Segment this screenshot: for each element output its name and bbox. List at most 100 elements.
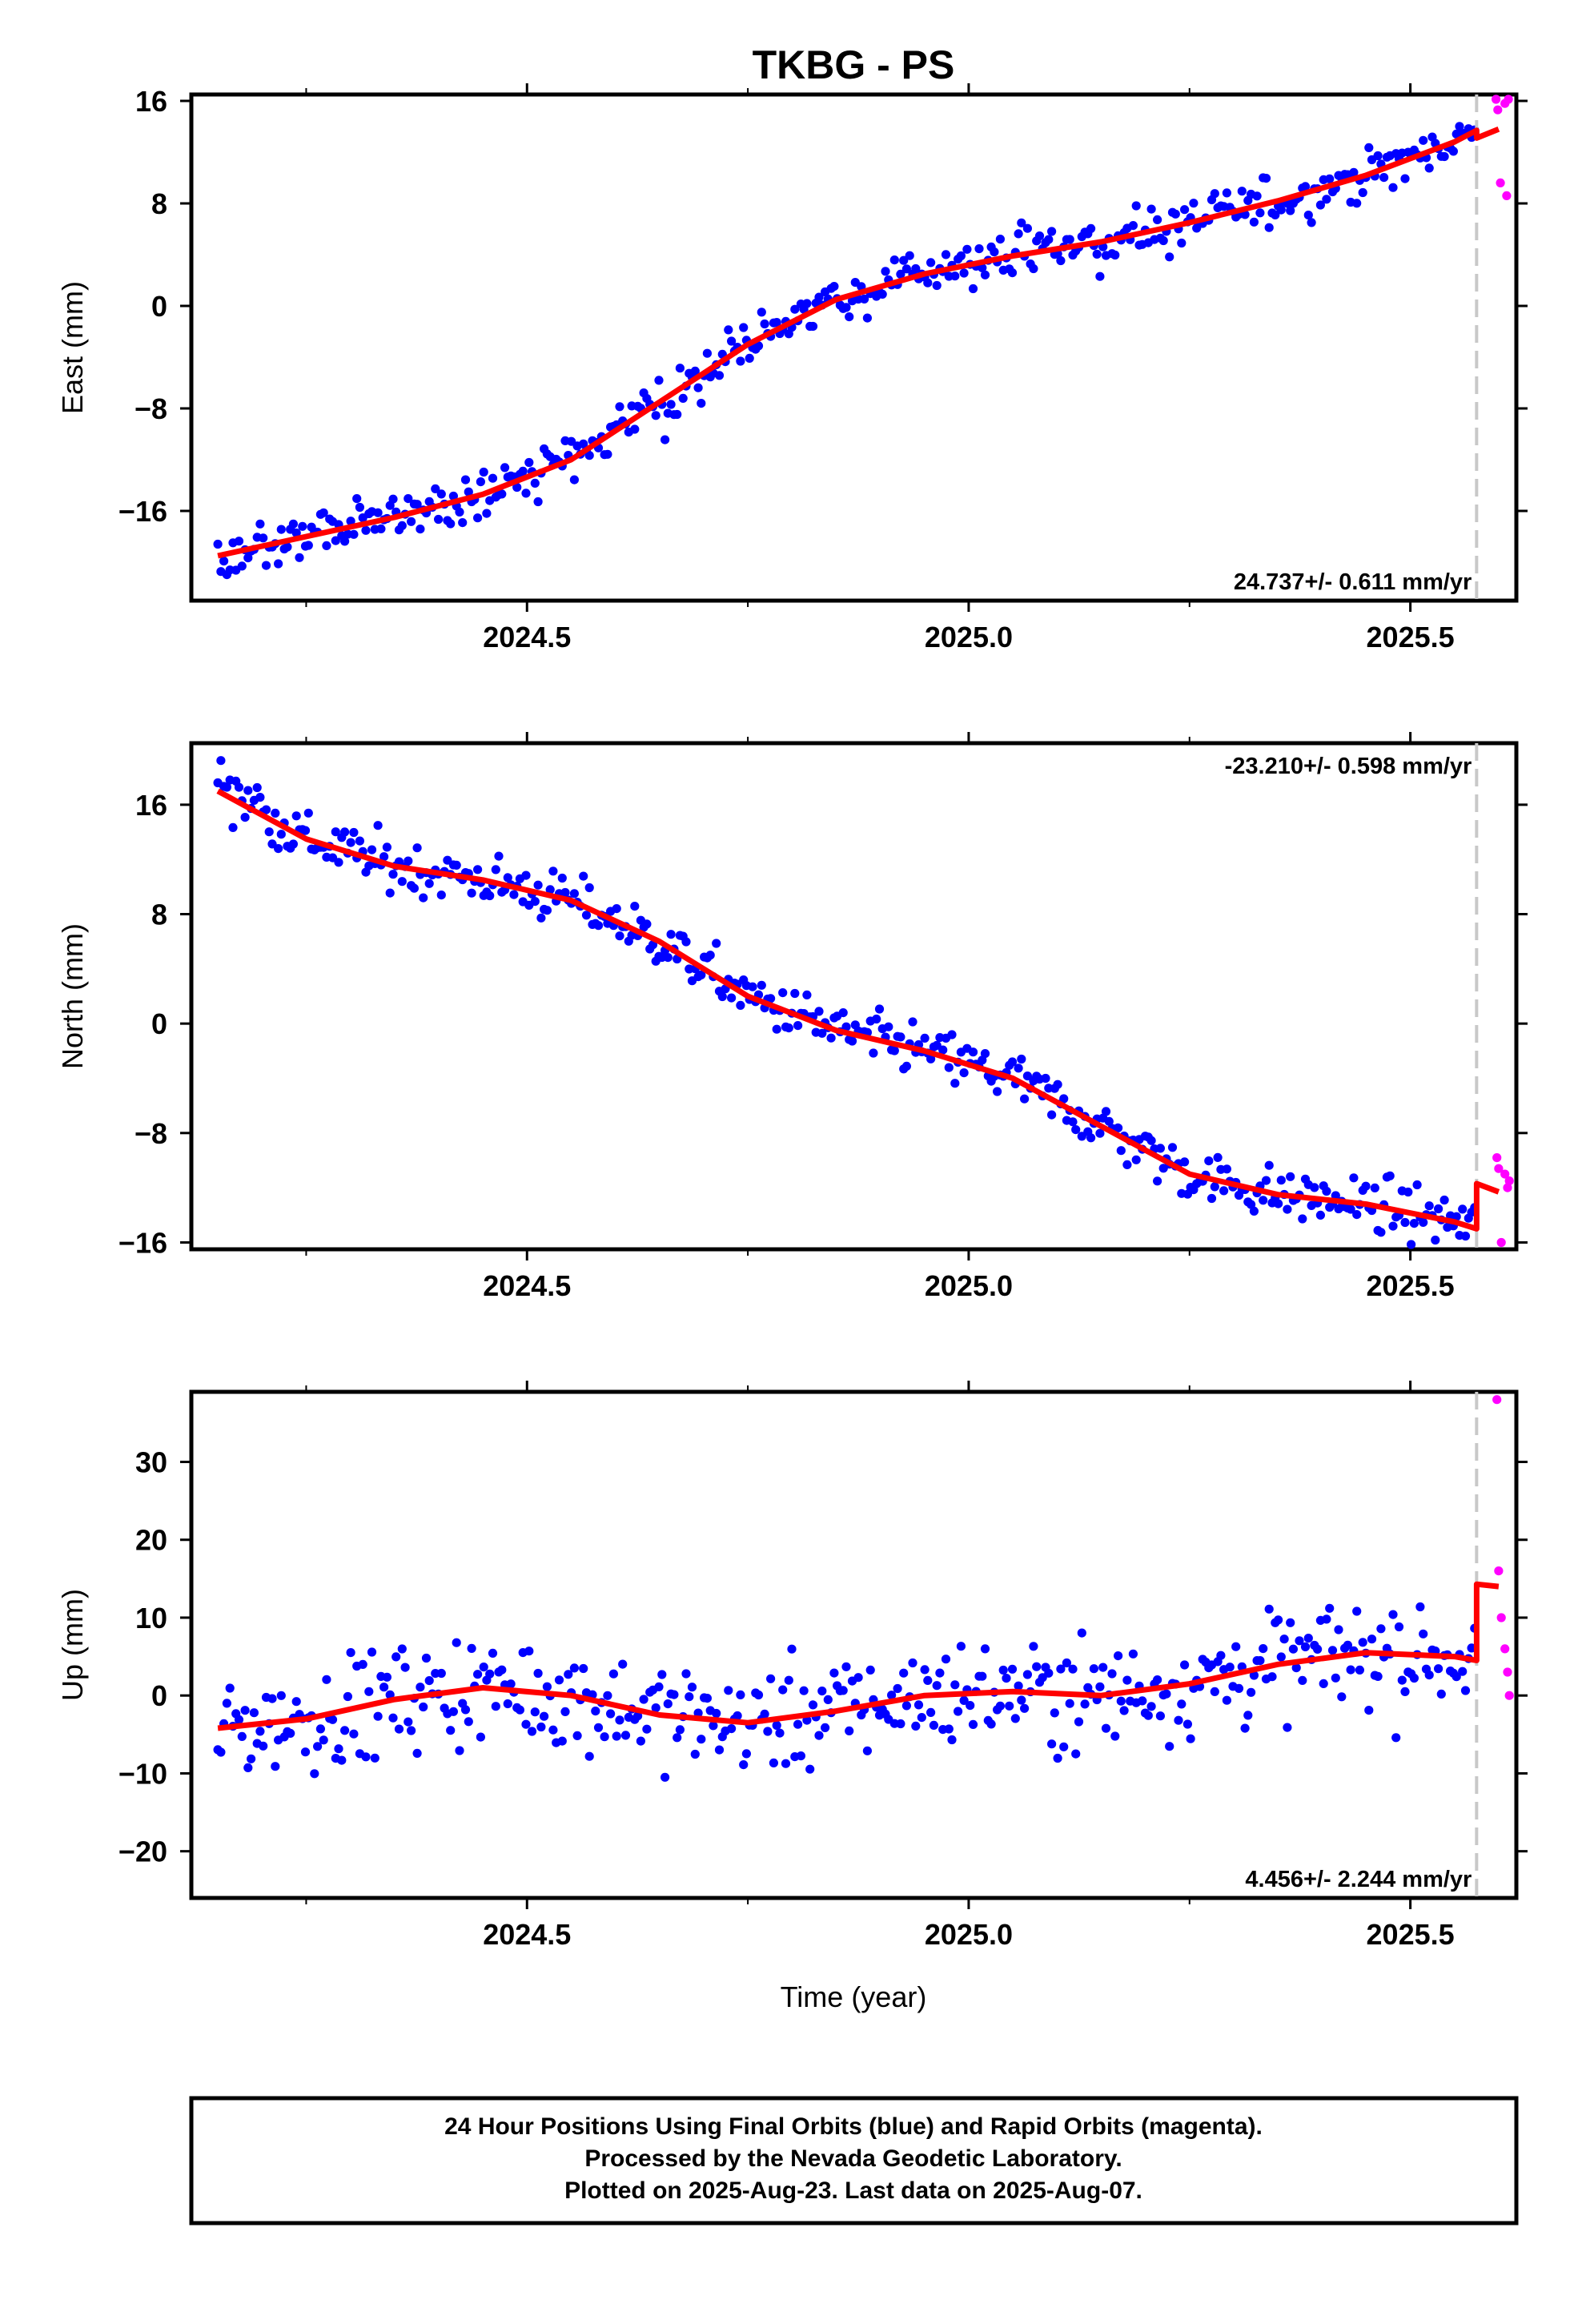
final-orbit-point	[1286, 1618, 1295, 1627]
final-orbit-point	[1167, 1143, 1178, 1152]
final-orbit-point	[905, 251, 914, 260]
final-orbit-point	[1071, 1125, 1081, 1135]
final-orbit-point	[741, 1749, 752, 1759]
final-orbit-point	[893, 1683, 902, 1694]
final-orbit-point	[603, 449, 612, 459]
final-orbit-point	[261, 805, 271, 814]
final-orbit-point	[1343, 1640, 1352, 1650]
final-orbit-point	[579, 1663, 588, 1674]
final-orbit-point	[327, 1715, 338, 1724]
final-orbit-point	[1455, 122, 1464, 131]
final-orbit-point	[346, 838, 355, 847]
final-orbit-point	[1288, 1644, 1298, 1654]
final-orbit-point	[581, 911, 592, 920]
final-orbit-point	[1322, 1614, 1331, 1624]
footer-line-2: Processed by the Nevada Geodetic Laborat…	[584, 2145, 1122, 2172]
footer-box	[189, 2096, 1519, 2225]
final-orbit-point	[1349, 167, 1359, 177]
x-tick-label-east: 2025.0	[925, 621, 1013, 653]
final-orbit-point	[530, 897, 540, 907]
final-orbit-point	[1165, 252, 1174, 262]
final-orbit-point	[274, 559, 283, 569]
final-orbit-point	[920, 1033, 930, 1043]
final-orbit-point	[237, 1731, 247, 1741]
final-orbit-point	[1291, 1663, 1301, 1673]
rapid-orbit-point	[1504, 1691, 1514, 1700]
final-orbit-point	[524, 457, 534, 468]
final-orbit-point	[896, 269, 905, 279]
final-orbit-point	[533, 880, 543, 890]
final-orbit-point	[1424, 1671, 1434, 1680]
final-orbit-point	[998, 1665, 1008, 1675]
final-orbit-point	[1259, 1644, 1268, 1654]
final-orbit-point	[397, 521, 407, 531]
footer-line-1: 24 Hour Positions Using Final Orbits (bl…	[444, 2113, 1263, 2140]
final-orbit-point	[908, 1017, 917, 1027]
final-orbit-point	[959, 1695, 969, 1705]
final-orbit-point	[781, 1759, 791, 1768]
final-orbit-point	[521, 870, 531, 880]
final-orbit-point	[370, 1753, 379, 1763]
final-orbit-point	[1071, 1749, 1081, 1759]
final-orbit-point	[1439, 1195, 1449, 1205]
final-orbit-point	[712, 1708, 721, 1719]
final-orbit-point	[295, 553, 304, 562]
final-orbit-point	[1267, 1672, 1277, 1682]
final-orbit-point	[337, 1755, 347, 1765]
final-orbit-point	[748, 982, 757, 991]
final-orbit-point	[884, 1022, 893, 1031]
final-orbit-point	[926, 258, 936, 267]
final-orbit-point	[787, 1644, 797, 1654]
rapid-orbit-point	[1494, 1566, 1504, 1576]
final-orbit-point	[1174, 1715, 1183, 1725]
final-orbit-point	[1020, 1703, 1030, 1713]
final-orbit-point	[276, 830, 286, 839]
final-orbit-point	[1373, 151, 1383, 161]
final-orbit-point	[400, 1663, 410, 1672]
final-orbit-point	[913, 1700, 924, 1710]
final-orbit-point	[727, 1724, 737, 1734]
final-orbit-point	[693, 383, 703, 392]
final-orbit-point	[518, 466, 528, 476]
final-orbit-point	[1053, 1753, 1062, 1763]
final-orbit-point	[736, 1690, 745, 1699]
final-orbit-point	[995, 235, 1005, 244]
rapid-orbit-point	[1496, 1237, 1506, 1248]
final-orbit-point	[874, 1004, 885, 1014]
final-orbit-point	[1138, 1696, 1147, 1706]
final-orbit-point	[1128, 221, 1138, 231]
final-orbit-point	[932, 1681, 942, 1691]
final-orbit-point	[536, 1722, 546, 1732]
final-orbit-point	[1180, 1660, 1190, 1670]
final-orbit-point	[524, 1647, 534, 1656]
final-orbit-point	[1349, 1173, 1359, 1183]
final-orbit-point	[1032, 1662, 1042, 1671]
final-orbit-point	[1337, 1692, 1347, 1702]
final-orbit-point	[1116, 1146, 1126, 1156]
final-orbit-point	[1403, 1187, 1413, 1197]
final-orbit-point	[1379, 173, 1389, 183]
final-orbit-point	[860, 294, 869, 304]
final-orbit-point	[479, 467, 488, 477]
final-orbit-point	[932, 280, 942, 291]
final-orbit-point	[1014, 1681, 1023, 1691]
final-orbit-point	[1315, 200, 1325, 210]
y-tick-label-up: −10	[118, 1757, 167, 1790]
final-orbit-point	[1095, 271, 1105, 281]
final-orbit-point	[1367, 1634, 1377, 1644]
final-orbit-point	[1376, 1624, 1386, 1634]
final-orbit-point	[666, 400, 676, 409]
final-orbit-point	[772, 1024, 781, 1034]
final-orbit-point	[1237, 187, 1247, 196]
panels-group: 2024.5 2025.0 2025.5 16 8 0 −8 −16 East (mm) 24.7…	[56, 83, 1528, 1951]
final-orbit-point	[760, 1709, 769, 1719]
final-orbit-point	[702, 348, 713, 358]
final-orbit-point	[303, 808, 313, 818]
final-orbit-point	[512, 482, 522, 493]
final-orbit-point	[569, 475, 580, 485]
final-orbit-point	[845, 312, 854, 322]
final-orbit-point	[548, 866, 558, 876]
final-orbit-point	[497, 489, 507, 499]
final-orbit-point	[322, 541, 331, 551]
final-orbit-point	[612, 904, 621, 914]
